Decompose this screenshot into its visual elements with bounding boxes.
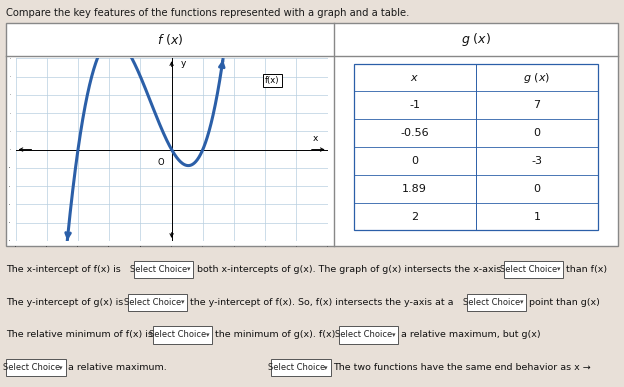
- Text: Compare the key features of the functions represented with a graph and a table.: Compare the key features of the function…: [6, 8, 409, 17]
- Bar: [467, 293, 526, 311]
- Text: The two functions have the same end behavior as x →: The two functions have the same end beha…: [333, 363, 591, 372]
- Text: $g\ (x)$: $g\ (x)$: [461, 31, 491, 48]
- Text: 1.89: 1.89: [402, 184, 427, 194]
- Text: than f(x): than f(x): [566, 265, 607, 274]
- Text: -0.56: -0.56: [401, 128, 429, 138]
- Text: ▾: ▾: [557, 267, 560, 272]
- Text: O: O: [157, 158, 163, 167]
- Text: The x-intercept of f(x) is: The x-intercept of f(x) is: [6, 265, 121, 274]
- Text: a relative maximum, but g(x): a relative maximum, but g(x): [401, 330, 540, 339]
- Text: -3: -3: [532, 156, 542, 166]
- Text: $x$: $x$: [410, 72, 419, 82]
- Text: Select Choice: Select Choice: [130, 265, 188, 274]
- Text: 0: 0: [534, 184, 540, 194]
- Text: Select Choice: Select Choice: [124, 298, 182, 307]
- Text: Select Choice: Select Choice: [2, 363, 60, 372]
- Text: Select Choice: Select Choice: [463, 298, 520, 307]
- Text: point than g(x): point than g(x): [529, 298, 600, 307]
- Bar: [354, 63, 598, 230]
- Text: 1: 1: [534, 212, 540, 221]
- Text: 7: 7: [534, 100, 540, 110]
- Text: $g\ (x)$: $g\ (x)$: [524, 70, 550, 84]
- Text: f(x): f(x): [265, 76, 280, 85]
- Text: the minimum of g(x). f(x): the minimum of g(x). f(x): [215, 330, 335, 339]
- Text: -1: -1: [409, 100, 420, 110]
- Text: $f\ (x)$: $f\ (x)$: [157, 32, 183, 47]
- Bar: [134, 261, 193, 278]
- Text: The relative minimum of f(x) is: The relative minimum of f(x) is: [6, 330, 153, 339]
- Text: the y-intercept of f(x). So, f(x) intersects the y-axis at a: the y-intercept of f(x). So, f(x) inters…: [190, 298, 453, 307]
- Text: ▾: ▾: [206, 332, 209, 338]
- Text: y: y: [181, 59, 187, 68]
- Text: Select Choice: Select Choice: [335, 330, 392, 339]
- Text: x: x: [313, 134, 318, 143]
- Bar: [339, 326, 398, 344]
- Bar: [6, 359, 66, 376]
- Text: Select Choice: Select Choice: [149, 330, 207, 339]
- Text: Select Choice: Select Choice: [500, 265, 558, 274]
- Text: 0: 0: [534, 128, 540, 138]
- Text: ▾: ▾: [324, 365, 328, 371]
- Text: ▾: ▾: [59, 365, 62, 371]
- Text: 2: 2: [411, 212, 418, 221]
- Bar: [153, 326, 212, 344]
- Bar: [504, 261, 563, 278]
- Text: both x-intercepts of g(x). The graph of g(x) intersects the x-axis: both x-intercepts of g(x). The graph of …: [197, 265, 501, 274]
- Text: ▾: ▾: [187, 267, 190, 272]
- Text: a relative maximum.: a relative maximum.: [68, 363, 167, 372]
- Text: 0: 0: [411, 156, 418, 166]
- Text: ▾: ▾: [392, 332, 395, 338]
- Text: The y-intercept of g(x) is: The y-intercept of g(x) is: [6, 298, 124, 307]
- Bar: [6, 23, 618, 246]
- Bar: [271, 359, 331, 376]
- Text: Select Choice: Select Choice: [268, 363, 325, 372]
- Text: ▾: ▾: [181, 299, 184, 305]
- Bar: [128, 293, 187, 311]
- Text: ▾: ▾: [520, 299, 523, 305]
